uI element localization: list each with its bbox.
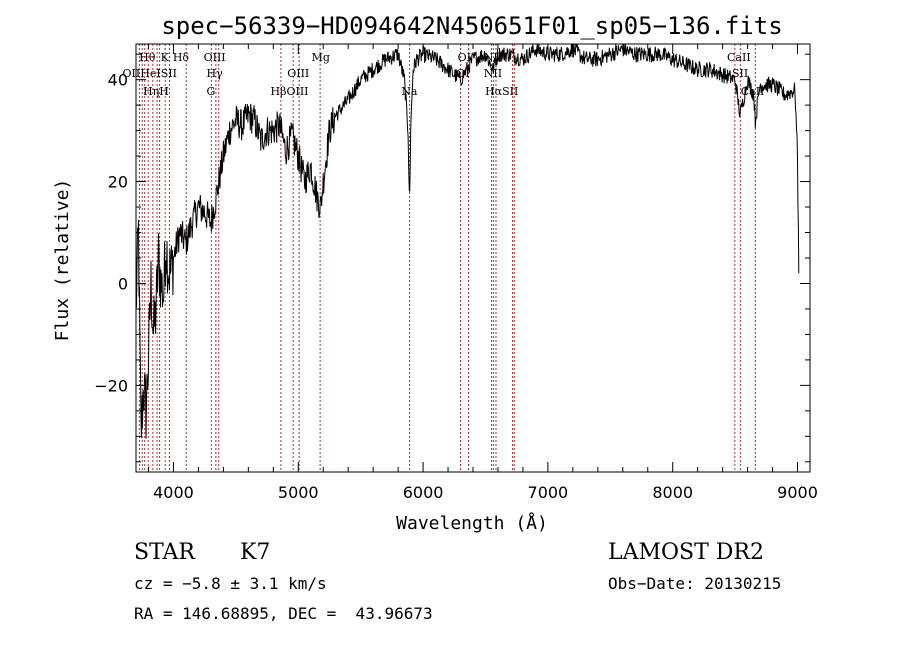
spectral-line-label: HηH bbox=[143, 85, 169, 98]
axis-ticks bbox=[136, 44, 810, 472]
spectral-line-label: HβOIII bbox=[271, 85, 309, 98]
redshift-velocity: cz = −5.8 ± 3.1 km/s bbox=[134, 574, 327, 593]
x-tick-label: 9000 bbox=[777, 483, 818, 502]
survey-name: LAMOST DR2 bbox=[608, 540, 764, 565]
y-tick-label: −20 bbox=[94, 376, 128, 395]
x-tick-label: 8000 bbox=[652, 483, 693, 502]
spectral-line-label: CaII bbox=[727, 51, 751, 64]
y-tick-label: 20 bbox=[108, 173, 128, 192]
observation-date: Obs−Date: 20130215 bbox=[608, 574, 782, 593]
x-tick-label: 5000 bbox=[278, 483, 319, 502]
spectral-line-label: Hδ bbox=[173, 51, 190, 64]
spectral-line-label: Hγ bbox=[207, 67, 224, 80]
chart-title: spec−56339−HD094642N450651F01_sp05−136.f… bbox=[161, 12, 782, 40]
spectral-line-label: Hθ bbox=[139, 51, 156, 64]
spectral-line-label: HαSII bbox=[485, 85, 518, 98]
x-tick-label: 6000 bbox=[403, 483, 444, 502]
spectral-line-label: OIIHeISII bbox=[123, 67, 177, 80]
spectral-line-label: Mg bbox=[312, 51, 330, 64]
spectral-line-label: NII bbox=[484, 67, 502, 80]
spectral-line-label: G bbox=[206, 85, 215, 98]
y-tick-label: 0 bbox=[118, 274, 128, 293]
x-axis-tick-labels: 4000 5000 6000 7000 8000 9000 bbox=[153, 483, 818, 502]
coordinates: RA = 146.68895, DEC = 43.96673 bbox=[134, 604, 433, 623]
spectral-subclass: K7 bbox=[240, 540, 271, 565]
spectral-line-label: OIII bbox=[204, 51, 226, 64]
spectral-line-label: Na bbox=[401, 85, 418, 98]
spectral-line-label: OIII bbox=[287, 67, 309, 80]
y-axis-tick-labels: −20 0 20 40 bbox=[94, 71, 128, 396]
y-axis-label: Flux (relative) bbox=[52, 179, 73, 342]
object-class: STAR bbox=[134, 540, 195, 565]
spectral-line-label: K bbox=[161, 51, 170, 64]
spectral-line-label: OI bbox=[458, 51, 471, 64]
x-axis-label: Wavelength (Å) bbox=[396, 512, 548, 534]
x-tick-label: 7000 bbox=[528, 483, 569, 502]
spectral-line-markers bbox=[138, 44, 756, 472]
spectral-line-label: SII bbox=[732, 67, 748, 80]
spectrum-line bbox=[135, 43, 800, 439]
y-tick-label: 40 bbox=[108, 71, 128, 90]
x-tick-label: 4000 bbox=[153, 483, 194, 502]
